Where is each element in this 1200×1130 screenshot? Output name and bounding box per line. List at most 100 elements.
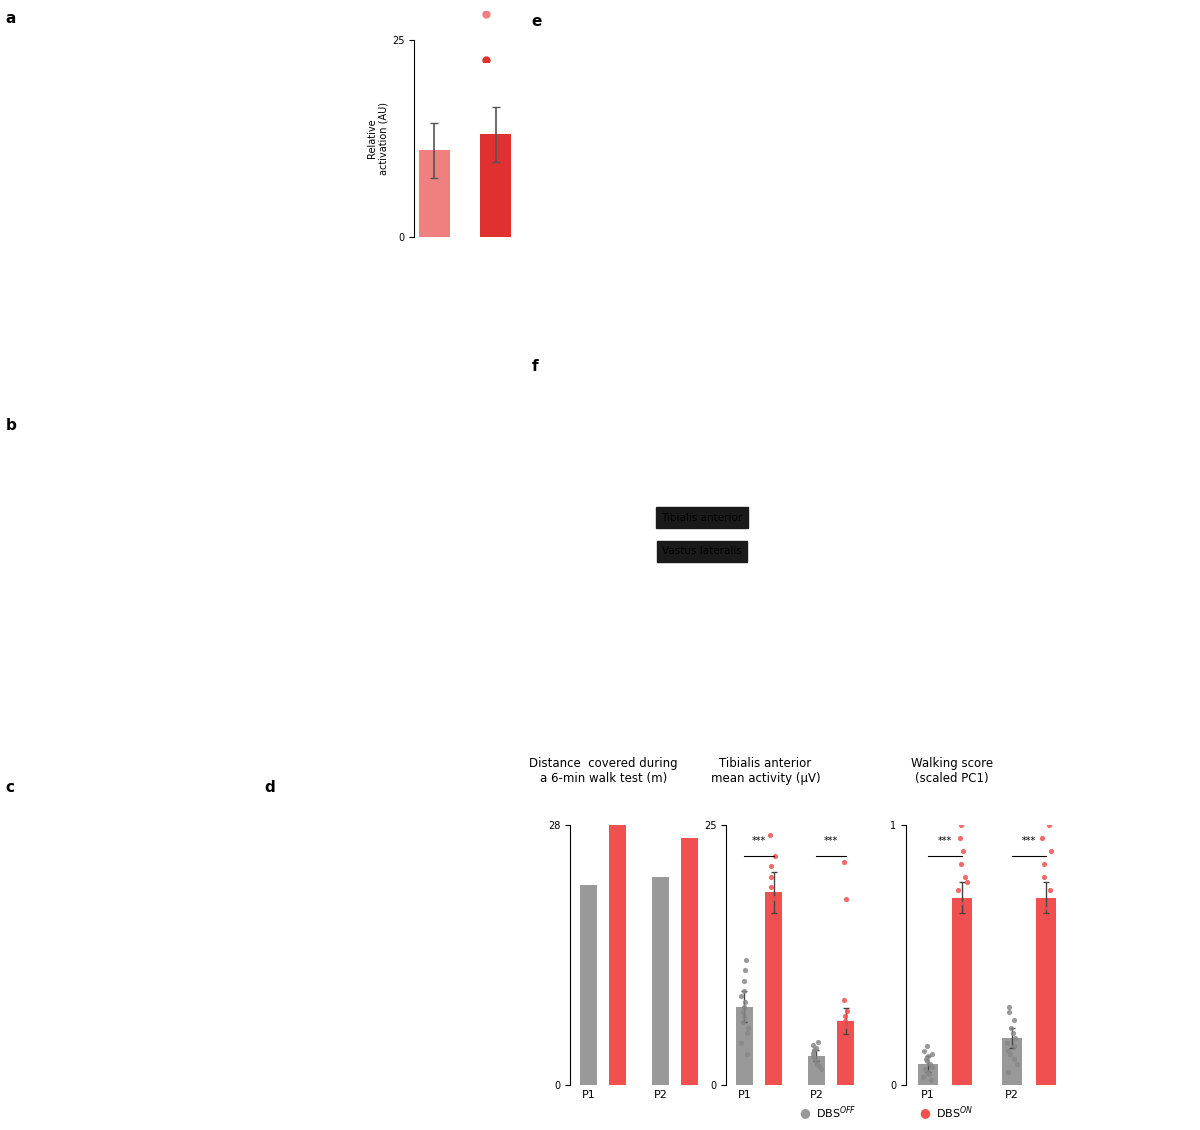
Point bbox=[761, 858, 780, 876]
Point bbox=[768, 930, 787, 948]
Point bbox=[738, 1044, 757, 1062]
Bar bbox=[652, 877, 668, 1085]
Text: ***: *** bbox=[824, 836, 838, 845]
Text: Distance  covered during
a 6-min walk test (m): Distance covered during a 6-min walk tes… bbox=[529, 757, 678, 785]
Point bbox=[766, 940, 785, 958]
Point bbox=[1000, 1003, 1019, 1022]
Point bbox=[762, 972, 781, 990]
Point bbox=[767, 962, 786, 980]
Point bbox=[734, 962, 754, 980]
Text: e: e bbox=[532, 14, 541, 28]
Bar bbox=[682, 838, 698, 1085]
Point bbox=[918, 1052, 937, 1070]
Point bbox=[736, 992, 755, 1010]
Bar bbox=[766, 893, 782, 1085]
Text: ●: ● bbox=[799, 1106, 810, 1120]
Bar bbox=[1002, 1038, 1022, 1085]
Point bbox=[923, 1044, 942, 1062]
Point bbox=[955, 868, 974, 886]
Point bbox=[836, 1001, 856, 1019]
Point bbox=[737, 951, 756, 970]
Text: Vastus lateralis: Vastus lateralis bbox=[662, 547, 742, 556]
Point bbox=[1004, 1010, 1024, 1028]
Text: DBS$^{OFF}$: DBS$^{OFF}$ bbox=[1123, 43, 1169, 60]
Point bbox=[803, 1046, 822, 1064]
Point bbox=[1007, 1055, 1026, 1074]
Point bbox=[810, 1058, 829, 1076]
Point bbox=[954, 842, 973, 860]
Point bbox=[998, 1042, 1018, 1060]
Text: Elapsed time: 31.8 s: Elapsed time: 31.8 s bbox=[1048, 97, 1169, 111]
Text: Walking score
(scaled PC1): Walking score (scaled PC1) bbox=[911, 757, 992, 785]
Point bbox=[732, 1034, 751, 1052]
Bar bbox=[736, 1007, 752, 1085]
Point bbox=[956, 906, 976, 924]
Point bbox=[1040, 958, 1060, 976]
Point bbox=[958, 873, 977, 892]
Text: d: d bbox=[264, 780, 275, 794]
Point bbox=[734, 998, 754, 1016]
Point bbox=[918, 1062, 937, 1080]
Point bbox=[1003, 1024, 1022, 1042]
Point bbox=[1038, 920, 1057, 938]
Point bbox=[803, 1044, 822, 1062]
Text: b: b bbox=[5, 418, 16, 433]
Point bbox=[805, 1050, 824, 1068]
Bar bbox=[610, 825, 626, 1085]
Point bbox=[732, 988, 751, 1006]
Point bbox=[918, 1037, 937, 1055]
Text: a: a bbox=[5, 11, 16, 26]
Bar bbox=[1036, 897, 1056, 1085]
Point bbox=[1004, 1050, 1024, 1068]
Point bbox=[1038, 899, 1057, 918]
Point bbox=[808, 1054, 827, 1072]
Point bbox=[950, 958, 970, 976]
Text: Tibialis anterior: Tibialis anterior bbox=[661, 513, 743, 522]
Point bbox=[1001, 1018, 1020, 1036]
Point bbox=[1040, 881, 1060, 899]
Point bbox=[914, 1042, 934, 1060]
Point bbox=[762, 868, 781, 886]
Point bbox=[948, 946, 967, 964]
Point bbox=[767, 899, 786, 918]
Point bbox=[950, 829, 970, 848]
Point bbox=[804, 1041, 823, 1059]
Point bbox=[733, 1014, 752, 1032]
Point bbox=[840, 1023, 859, 1041]
Point bbox=[1042, 842, 1061, 860]
Point bbox=[734, 972, 754, 990]
Text: ***: *** bbox=[1022, 836, 1036, 845]
Point bbox=[734, 982, 754, 1000]
Point bbox=[1034, 854, 1054, 872]
Point bbox=[804, 1036, 823, 1054]
Point bbox=[952, 854, 971, 872]
Point bbox=[808, 1033, 827, 1051]
Point bbox=[768, 951, 787, 970]
Point bbox=[833, 1038, 852, 1057]
Text: Elapsed time: 31.6 s: Elapsed time: 31.6 s bbox=[1048, 436, 1169, 450]
Bar bbox=[480, 134, 511, 237]
Text: ***: *** bbox=[938, 836, 952, 845]
Point bbox=[806, 1052, 826, 1070]
Point bbox=[1034, 906, 1054, 924]
Point bbox=[1000, 998, 1019, 1016]
Point bbox=[834, 991, 853, 1009]
Bar bbox=[580, 885, 596, 1085]
Point bbox=[918, 1048, 937, 1066]
Text: DBS$^{ON}$: DBS$^{ON}$ bbox=[1127, 382, 1169, 399]
Point bbox=[836, 890, 856, 909]
Text: DBS$^{ON}$: DBS$^{ON}$ bbox=[936, 1105, 973, 1121]
Point bbox=[1032, 932, 1051, 950]
Text: ***: *** bbox=[752, 836, 766, 845]
Bar bbox=[918, 1064, 938, 1085]
Point bbox=[919, 1066, 938, 1084]
Point bbox=[739, 1018, 758, 1036]
Point bbox=[916, 1060, 935, 1078]
Point bbox=[835, 1007, 854, 1025]
Point bbox=[1034, 946, 1054, 964]
Point bbox=[948, 920, 967, 938]
Point bbox=[913, 1068, 932, 1086]
Text: DBS$^{OFF}$: DBS$^{OFF}$ bbox=[816, 1105, 857, 1121]
Text: c: c bbox=[5, 780, 14, 794]
Point bbox=[998, 1062, 1018, 1080]
